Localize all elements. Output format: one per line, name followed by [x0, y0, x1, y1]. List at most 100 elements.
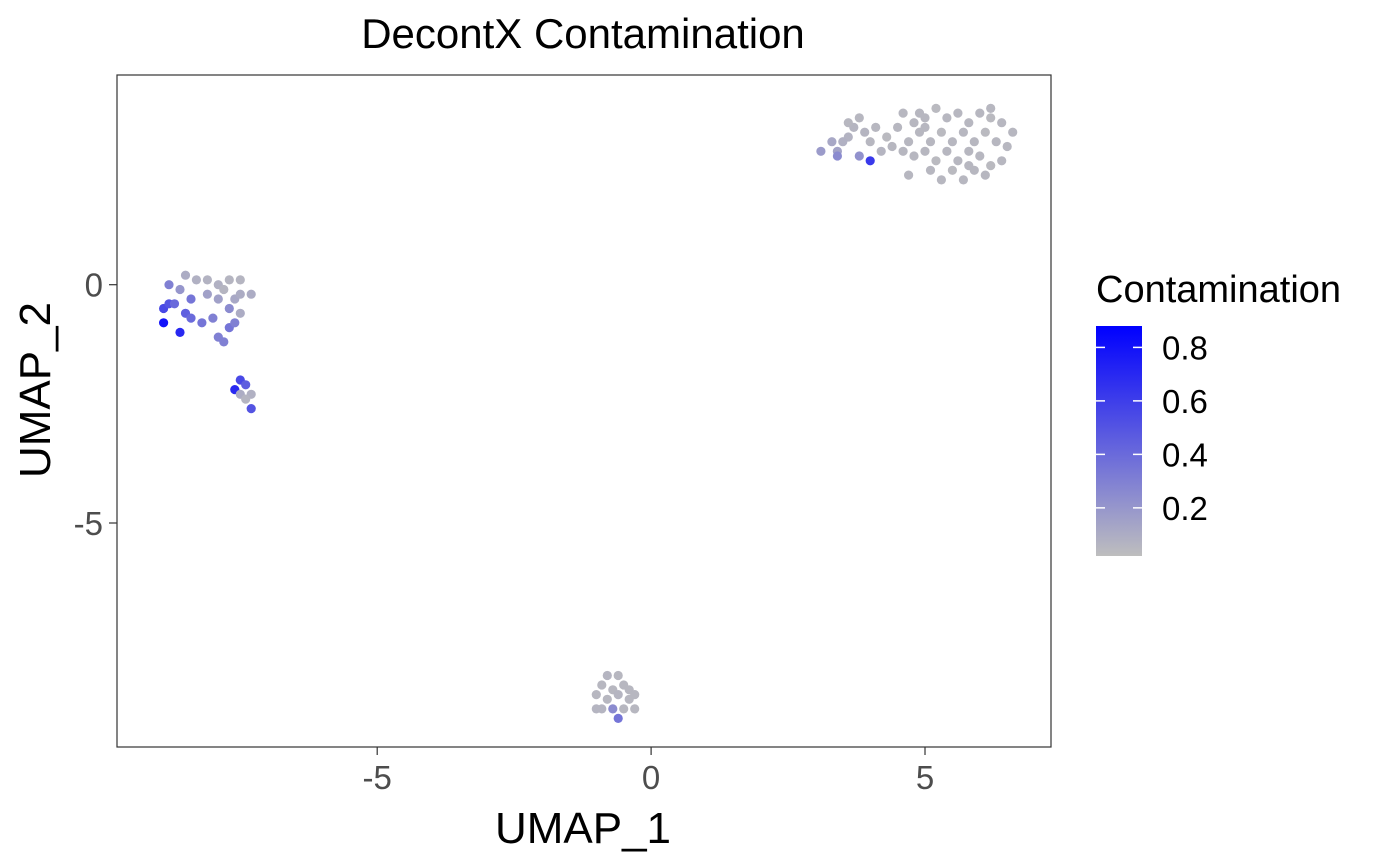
legend-colorbar	[1096, 326, 1142, 556]
data-point	[219, 337, 229, 347]
data-point	[180, 270, 191, 280]
data-point	[986, 161, 996, 171]
data-point	[991, 137, 1001, 147]
data-point	[224, 275, 234, 285]
data-point	[969, 137, 979, 147]
data-point	[854, 113, 864, 123]
data-point	[931, 156, 941, 166]
data-point	[986, 113, 996, 123]
data-point	[865, 137, 875, 147]
data-point	[964, 146, 974, 156]
data-point	[619, 704, 629, 714]
data-point	[904, 137, 914, 147]
data-point	[947, 165, 958, 175]
data-point	[602, 694, 612, 704]
data-point	[832, 151, 843, 161]
data-point	[969, 165, 979, 175]
data-point	[854, 151, 864, 161]
data-point	[630, 704, 640, 714]
data-point	[230, 318, 240, 328]
data-point	[975, 151, 985, 161]
data-point	[169, 299, 180, 309]
data-point	[997, 156, 1007, 166]
data-point	[1002, 141, 1012, 152]
data-point	[887, 141, 897, 152]
data-point	[936, 127, 947, 137]
data-point	[920, 146, 930, 156]
data-point	[241, 380, 251, 390]
data-point	[591, 704, 601, 714]
data-point	[980, 170, 990, 180]
y-tick-label: 0	[85, 267, 103, 304]
x-tick-label: -5	[363, 759, 392, 796]
data-point	[838, 137, 848, 147]
x-tick-label: 0	[642, 759, 660, 796]
data-point	[164, 280, 174, 290]
data-point	[630, 690, 640, 700]
legend-title: Contamination	[1096, 269, 1341, 311]
data-point	[882, 132, 892, 142]
data-point	[175, 327, 185, 337]
x-axis-ticks: -5 0 5	[363, 747, 934, 796]
data-point	[246, 404, 256, 414]
data-point	[980, 127, 990, 137]
data-point	[602, 670, 612, 681]
data-point	[958, 175, 969, 185]
data-point	[219, 284, 229, 295]
data-point	[597, 680, 607, 690]
data-point	[909, 118, 919, 128]
data-point	[876, 146, 886, 156]
data-point	[997, 118, 1007, 128]
data-point	[914, 108, 925, 118]
x-tick-label: 5	[916, 759, 934, 796]
data-point	[827, 137, 837, 147]
data-point	[936, 175, 947, 185]
plot-panel	[116, 74, 1052, 748]
x-axis-label: UMAP_1	[495, 804, 671, 853]
y-axis-label: UMAP_2	[11, 302, 60, 478]
data-point	[871, 122, 881, 132]
data-points	[159, 103, 1018, 724]
data-point	[898, 108, 908, 118]
data-point	[191, 275, 201, 285]
data-point	[942, 113, 952, 123]
data-point	[964, 118, 974, 128]
data-point	[925, 165, 936, 175]
data-point	[975, 108, 985, 118]
y-axis-ticks: 0 -5	[74, 267, 117, 542]
data-point	[909, 151, 919, 161]
data-point	[213, 294, 223, 304]
data-point	[613, 670, 623, 681]
data-point	[186, 313, 196, 323]
data-point	[246, 289, 256, 299]
data-point	[241, 394, 251, 404]
data-point	[898, 146, 908, 156]
data-point	[235, 308, 245, 318]
data-point	[953, 156, 963, 166]
data-point	[613, 690, 623, 700]
data-point	[591, 690, 601, 700]
legend-tick-label: 0.2	[1162, 490, 1208, 527]
data-point	[958, 127, 969, 137]
data-point	[986, 103, 996, 113]
data-point	[224, 303, 234, 314]
data-point	[904, 170, 914, 180]
data-point	[613, 713, 623, 724]
legend-tick-label: 0.4	[1162, 436, 1208, 473]
data-point	[925, 137, 936, 147]
data-point	[159, 318, 169, 328]
data-point	[608, 704, 618, 714]
data-point	[175, 284, 185, 295]
data-point	[186, 294, 196, 304]
chart-title: DecontX Contamination	[361, 10, 805, 57]
data-point	[235, 275, 245, 285]
legend-ticks: 0.8 0.6 0.4 0.2	[1096, 329, 1208, 527]
data-point	[197, 318, 207, 328]
data-point	[843, 118, 853, 128]
data-point	[860, 127, 870, 137]
data-point	[202, 275, 212, 285]
data-point	[953, 108, 963, 118]
data-point	[208, 313, 218, 323]
data-point	[235, 289, 245, 299]
